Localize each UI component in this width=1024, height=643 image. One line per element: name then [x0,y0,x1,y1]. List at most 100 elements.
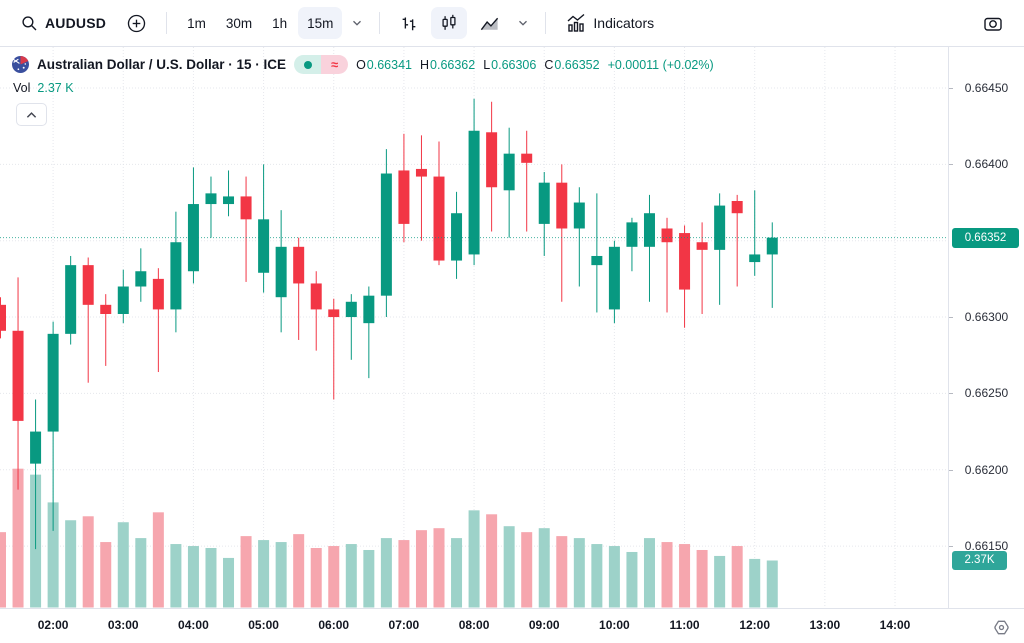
volume-bar [538,528,550,608]
candlestick-chart [0,47,948,608]
candle-body [503,153,515,191]
indicators-label: Indicators [593,15,655,31]
volume-bar [591,544,603,608]
candle-body [205,193,217,205]
volume-bar [100,542,112,608]
time-tick-label: 11:00 [669,618,700,632]
plus-circle-icon [126,13,147,34]
market-status-pill[interactable]: ≈ [294,55,349,74]
volume-bar [556,536,568,608]
price-tick-label: 0.66300 [964,310,1009,325]
candle-body [415,168,427,177]
candle-body [380,173,392,296]
chevron-down-icon [350,16,364,30]
volume-bar [696,549,708,608]
symbol-title[interactable]: Australian Dollar / U.S. Dollar · 15 · I… [37,57,287,72]
collapse-pane-button[interactable] [16,103,47,126]
area-chart-type-icon [479,13,500,34]
candle-body [591,255,603,266]
time-axis[interactable]: 02:00 03:00 04:00 05:00 06:00 07:00 08:00 09:00… [0,608,1024,643]
time-tick-label: 10:00 [599,618,630,632]
candle-body [47,333,59,432]
market-open-segment [294,55,322,74]
price-tick-label: 0.66450 [964,81,1009,95]
candle-body [310,283,322,310]
time-tick-label: 03:00 [107,618,139,632]
symbol-search-button[interactable]: AUDUSD [12,7,114,39]
search-icon [20,14,39,33]
volume-bar [275,542,287,608]
candle-body [468,130,480,255]
chart-plot[interactable] [0,47,948,608]
candle-body [696,242,708,250]
volume-bar [468,510,480,608]
chart-type-bars-button[interactable] [391,7,427,39]
compare-add-button[interactable] [118,7,155,39]
volume-bar [65,520,77,608]
volume-bar [661,542,673,608]
chart-type-area-button[interactable] [471,7,508,39]
toolbar-separator [379,12,381,34]
candle-body [731,200,743,214]
price-change: +0.00011 (+0.02%) [607,57,714,72]
volume-bar [310,548,322,608]
volume-bar [117,522,129,608]
candle-body [766,237,778,255]
volume-bar [486,514,498,608]
volume-bar [223,557,235,608]
volume-bar [433,528,445,608]
indicators-icon [565,12,587,34]
price-tick-mark [949,88,953,89]
symbol-flag-icon [12,56,29,73]
ohlc-item-C: C 0.66352 [544,57,600,72]
candle-body [714,205,726,250]
time-tick-label: 05:00 [248,618,279,632]
time-tick-label: 08:00 [458,618,490,632]
candle-body [573,202,585,229]
time-tick-label: 02:00 [37,618,69,632]
candle-body [223,196,235,205]
candle-body [12,330,24,421]
price-tick-label: 0.66250 [964,386,1009,401]
timeframe-menu-button[interactable] [346,7,368,39]
candle-body [170,242,182,310]
screenshot-button[interactable] [974,7,1012,39]
price-tick-mark [949,393,953,395]
candle-body [152,278,164,310]
volume-legend: Vol 2.37 K [13,81,74,95]
time-tick-label: 12:00 [739,618,771,632]
indicators-button[interactable]: Indicators [557,7,662,39]
last-volume-badge: 2.37K [952,551,1007,570]
volume-bar [152,512,164,608]
timeframe-button-1m[interactable]: 1m [178,7,215,39]
candle-body [398,170,410,224]
chart-type-candles-button[interactable] [431,7,468,39]
candle-body [117,286,129,314]
candle-body [275,246,287,298]
camera-icon [982,12,1004,34]
bars-chart-type-icon [399,13,419,33]
candle-body [345,301,357,318]
volume-bar [240,536,252,608]
volume-bar [521,532,533,608]
chevron-down-icon [516,16,530,30]
timeframe-button-15m[interactable]: 15m [298,7,343,39]
volume-bar [608,546,620,608]
candle-body [240,196,252,220]
candle-body [556,182,568,229]
volume-bar [135,538,147,608]
candle-body [30,431,42,464]
price-axis[interactable]: 0.66352 2.37K 0.66450 0.66400 0.66300 0.662… [948,47,1024,608]
candle-body [521,153,533,163]
candle-body [451,213,463,261]
chart-type-menu-button[interactable] [512,7,534,39]
timezone-settings-button[interactable] [990,616,1012,638]
volume-bar [82,516,94,608]
candles-chart-type-icon [439,13,459,33]
volume-bar [679,544,691,608]
timeframe-button-30m[interactable]: 30m [217,7,261,39]
time-tick-label: 09:00 [528,618,560,632]
timeframe-button-1h[interactable]: 1h [263,7,296,39]
candle-body [0,304,6,331]
